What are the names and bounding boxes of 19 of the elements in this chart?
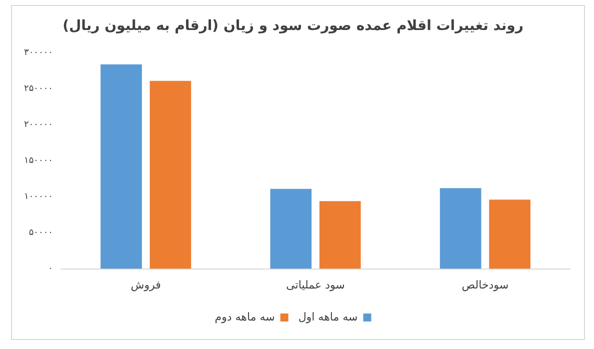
bar [270,188,312,269]
y-tick-label: ۵۰۰۰۰ [28,228,54,238]
y-tick-label: ۰ [48,264,54,274]
y-tick-label: ۳۰۰۰۰۰ [24,48,54,58]
legend-label: سه ماهه دوم [214,310,275,324]
y-tick-label: ۱۰۰۰۰۰ [24,192,54,202]
bar [100,64,142,269]
x-tick-label: فروش [130,278,161,292]
y-tick-label: ۱۵۰۰۰۰ [24,156,54,166]
legend-label: سه ماهه اول [298,310,358,324]
bar [489,200,530,269]
y-tick-label: ۲۵۰۰۰۰ [24,84,54,94]
y-tick-label: ۲۰۰۰۰۰ [24,120,54,130]
bar [150,80,192,269]
chart-title: روند تغییرات اقلام عمده صورت سود و زیان (ارقام به میلیون ریال) [62,18,524,34]
x-tick-label: سود عملیاتی [286,278,345,292]
x-tick-label: سودخالص [462,278,509,292]
bar [440,188,482,269]
bar [319,201,361,269]
